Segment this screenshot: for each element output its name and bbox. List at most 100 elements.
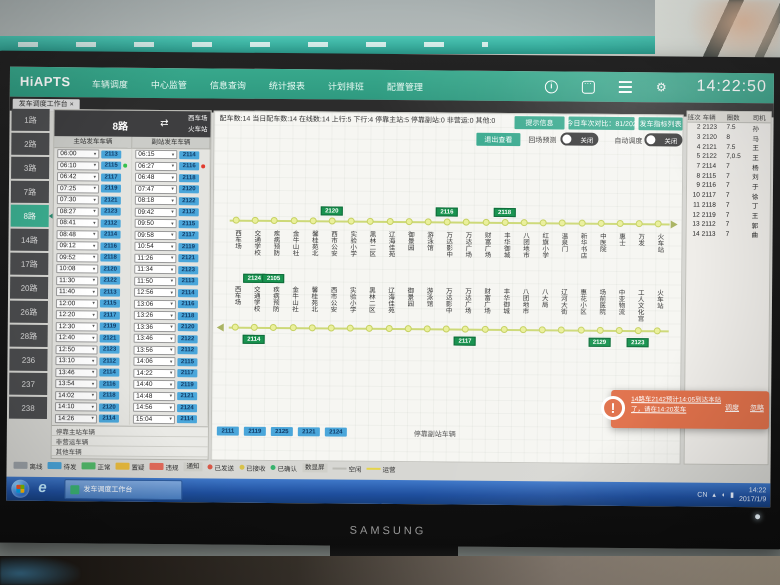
sidebar-item-route[interactable]: 17路 — [10, 252, 49, 276]
vehicle-badge[interactable]: 2114 — [179, 150, 200, 160]
vehicle-badge[interactable]: 2120 — [99, 403, 120, 412]
vehicle-badge[interactable]: 2118 — [177, 311, 198, 321]
vehicle-badge[interactable]: 2112 — [100, 219, 121, 228]
alert-message[interactable]: 14路车2142预计14:05到达本站了，请在14:20发车 — [631, 396, 722, 414]
departure-time-select[interactable]: 15:04 ▾ — [132, 414, 175, 424]
vehicle-badge[interactable]: 2120 — [178, 185, 199, 194]
departure-time-select[interactable]: 14:06 ▾ — [133, 357, 176, 367]
parked-vehicle-badge[interactable]: 2125 — [270, 426, 293, 437]
departure-time-select[interactable]: 10:08 ▾ — [56, 264, 99, 274]
departure-time-select[interactable]: 13:26 ▾ — [133, 311, 176, 321]
vehicle-marker[interactable]: 2129 — [588, 337, 611, 347]
departure-time-select[interactable]: 13:56 ▾ — [133, 345, 176, 355]
vehicle-badge[interactable]: 2124 — [177, 403, 198, 413]
departure-time-select[interactable]: 08:18 ▾ — [134, 196, 177, 206]
trip-compare-button[interactable]: 今日车次对比：81/202 — [566, 116, 637, 131]
vehicle-badge[interactable]: 2123 — [99, 345, 120, 354]
sidebar-item-route[interactable]: 26路 — [9, 300, 48, 324]
vehicle-badge[interactable]: 2114 — [176, 415, 197, 424]
vehicle-badge[interactable]: 2117 — [101, 173, 122, 182]
info-icon[interactable]: i — [544, 79, 558, 93]
departure-time-select[interactable]: 06:27 ▾ — [135, 161, 178, 171]
sidebar-item-route[interactable]: 238 — [8, 396, 48, 420]
sidebar-item-route[interactable]: 7路 — [10, 180, 50, 204]
vehicle-badge[interactable]: 2115 — [101, 161, 122, 170]
departure-time-select[interactable]: 13:46 ▾ — [133, 334, 176, 344]
departure-time-select[interactable]: 12:30 ▾ — [55, 321, 98, 332]
departure-time-select[interactable]: 14:40 ▾ — [133, 380, 176, 390]
sidebar-item-route[interactable]: 20路 — [9, 276, 49, 300]
sidebar-item-route[interactable]: 8路 — [10, 204, 49, 228]
vehicle-badge[interactable]: 2121 — [177, 392, 198, 401]
vehicle-badge[interactable]: 2121 — [99, 334, 120, 343]
internet-explorer-icon[interactable]: e — [38, 478, 47, 497]
departure-list-button[interactable]: 发车指标列表 — [638, 117, 683, 131]
language-indicator[interactable]: CN — [697, 491, 708, 499]
sidebar-item-route[interactable]: 1路 — [11, 108, 50, 132]
menu-icon[interactable] — [618, 80, 632, 95]
exit-view-button[interactable]: 退出查看 — [476, 132, 521, 147]
alert-dispatch-button[interactable]: 调度 — [725, 404, 740, 413]
vehicle-badge[interactable]: 2115 — [178, 219, 199, 229]
vehicle-badge[interactable]: 2118 — [179, 173, 200, 183]
vehicle-badge[interactable]: 2114 — [98, 414, 119, 423]
vehicle-badge[interactable]: 2116 — [177, 300, 198, 309]
vehicle-marker[interactable]: 2105 — [262, 273, 285, 284]
departure-time-select[interactable]: 11:26 ▾ — [134, 253, 177, 263]
vehicle-badge[interactable]: 2123 — [178, 265, 199, 275]
tray-expand-icon[interactable]: ▴ — [712, 491, 716, 499]
sidebar-item-route[interactable]: 28路 — [9, 324, 48, 348]
vehicle-badge[interactable]: 2113 — [178, 277, 199, 286]
departure-time-select[interactable]: 08:48 ▾ — [56, 229, 99, 240]
departure-time-select[interactable]: 12:00 ▾ — [55, 298, 98, 309]
departure-time-select[interactable]: 08:41 ▾ — [56, 218, 99, 228]
vehicle-badge[interactable]: 2117 — [177, 369, 198, 378]
vehicle-marker[interactable]: 2118 — [493, 207, 516, 218]
vehicle-badge[interactable]: 2114 — [100, 230, 121, 239]
vehicle-badge[interactable]: 2122 — [177, 334, 198, 344]
departure-time-select[interactable]: 07:30 ▾ — [56, 195, 99, 205]
vehicle-badge[interactable]: 2118 — [100, 253, 121, 262]
vehicle-badge[interactable]: 2122 — [100, 276, 121, 285]
departure-time-select[interactable]: 14:02 ▾ — [55, 390, 98, 401]
vehicle-badge[interactable]: 2123 — [100, 207, 121, 216]
parked-vehicle-badge[interactable]: 2119 — [243, 426, 266, 436]
vehicle-badge[interactable]: 2120 — [100, 265, 121, 274]
departure-time-select[interactable]: 11:30 ▾ — [56, 275, 99, 286]
departure-time-select[interactable]: 14:10 ▾ — [55, 402, 98, 412]
sidebar-item-route[interactable]: 2路 — [11, 132, 50, 156]
vehicle-badge[interactable]: 2112 — [178, 208, 199, 217]
departure-time-select[interactable]: 09:42 ▾ — [134, 207, 177, 217]
gear-icon[interactable]: ⚙ — [655, 79, 667, 94]
vehicle-marker[interactable]: 2114 — [242, 334, 265, 344]
sidebar-item-route[interactable]: 3路 — [11, 156, 50, 180]
vehicle-badge[interactable]: 2118 — [99, 391, 120, 400]
menu-item-1[interactable]: 中心监管 — [150, 79, 187, 91]
departure-time-select[interactable]: 07:25 ▾ — [56, 183, 99, 194]
departure-time-select[interactable]: 13:54 ▾ — [55, 379, 98, 389]
swap-direction-icon[interactable]: ⇄ — [160, 117, 169, 130]
departure-time-select[interactable]: 09:50 ▾ — [134, 219, 177, 229]
departure-time-select[interactable]: 14:48 ▾ — [133, 391, 176, 401]
departure-time-select[interactable]: 06:42 ▾ — [57, 172, 100, 182]
vehicle-badge[interactable]: 2115 — [99, 299, 120, 308]
vehicle-badge[interactable]: 2116 — [179, 162, 200, 171]
vehicle-badge[interactable]: 2120 — [177, 323, 198, 332]
hint-info-button[interactable]: 提示信息 — [514, 116, 565, 130]
vehicle-badge[interactable]: 2113 — [100, 288, 121, 297]
departure-time-select[interactable]: 06:10 ▾ — [57, 160, 100, 171]
alert-ignore-button[interactable]: 忽略 — [750, 405, 765, 413]
vehicle-badge[interactable]: 2116 — [99, 380, 120, 389]
departure-time-select[interactable]: 07:47 ▾ — [134, 184, 177, 194]
start-button[interactable] — [11, 479, 30, 498]
departure-time-select[interactable]: 09:52 ▾ — [56, 252, 99, 263]
departure-time-select[interactable]: 14:22 ▾ — [133, 368, 176, 378]
menu-item-5[interactable]: 配置管理 — [386, 81, 423, 93]
vehicle-badge[interactable]: 2119 — [178, 242, 199, 252]
volume-icon[interactable]: ◖ — [720, 491, 726, 499]
auto-dispatch-toggle[interactable]: 关闭 — [644, 133, 683, 147]
menu-item-2[interactable]: 信息查询 — [209, 80, 246, 91]
network-icon[interactable]: ▮ — [730, 491, 735, 500]
vehicle-badge[interactable]: 2117 — [178, 231, 199, 240]
sidebar-item-route[interactable]: 237 — [9, 372, 48, 396]
